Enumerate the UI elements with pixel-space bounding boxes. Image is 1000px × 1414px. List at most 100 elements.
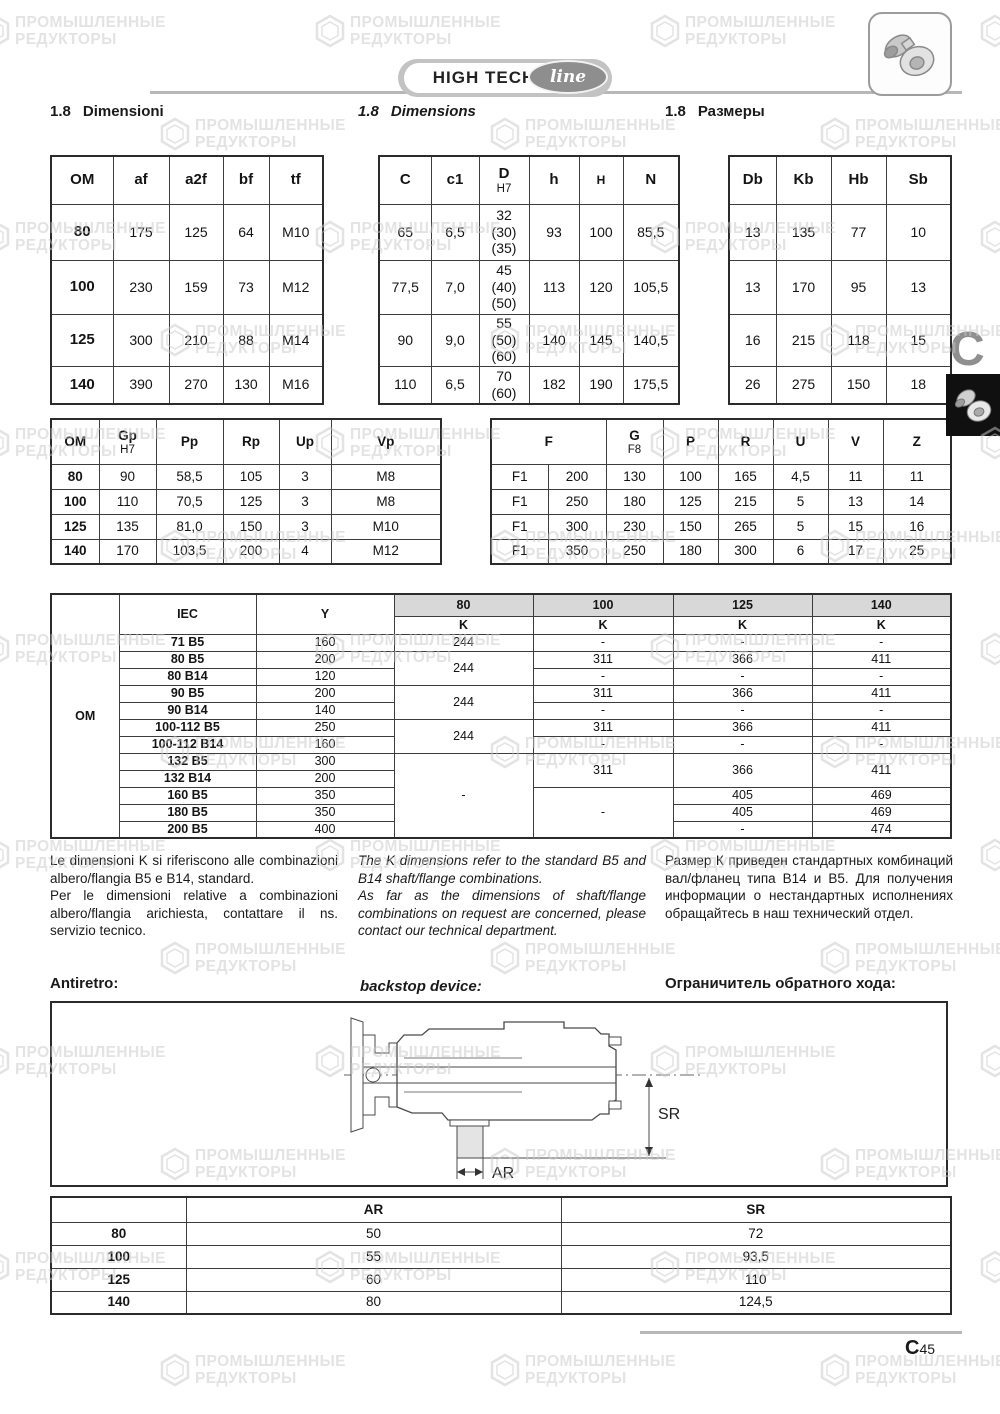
table-cell: Vp: [330, 418, 442, 465]
table-cell: 300: [717, 538, 774, 565]
watermark: ПРОМЫШЛЕННЫЕ РЕДУКТОРЫ: [160, 117, 346, 152]
backstop-label-italian: Antiretro:: [50, 975, 119, 992]
table-cell: 200: [255, 650, 395, 669]
hexagon-logo-icon: [980, 632, 1000, 666]
dim-table2-left: OM Gp H7 Pp Rp Up Vp 80 90 58,5 105 3 M8 100 110 70,5 12…: [50, 418, 442, 565]
table-cell: 300: [255, 752, 395, 771]
table-cell: 125: [50, 313, 114, 367]
hexagon-logo-icon: [160, 117, 190, 151]
title-text: Размеры: [697, 103, 765, 120]
table-cell: 70,5: [155, 488, 224, 515]
watermark: ПРОМЫШЛЕННЫЕ РЕДУКТОРЫ: [980, 220, 1000, 255]
table-cell: 125: [50, 513, 100, 540]
table-cell: OM: [50, 155, 114, 205]
table-cell: 93,5: [560, 1244, 952, 1269]
table-cell: 32 (30) (35): [478, 203, 530, 261]
title-text: Dimensions: [390, 103, 476, 120]
table-cell: 350: [255, 803, 395, 822]
table-cell: 60: [185, 1267, 562, 1292]
table-cell: C: [378, 155, 432, 205]
table-cell: F: [490, 418, 607, 465]
table-cell: 4,5: [772, 463, 829, 490]
table-cell: 411: [811, 650, 952, 669]
table-cell: U: [772, 418, 829, 465]
table-cell: SR: [560, 1196, 952, 1223]
table-cell: 311: [532, 718, 674, 737]
table-cell: 411: [811, 718, 952, 737]
table-cell: 140,5: [622, 313, 680, 367]
note-russian: Размер К приведен стандартных комбинаций…: [665, 853, 953, 921]
table-cell: F1: [490, 488, 549, 515]
table-cell: 469: [811, 786, 952, 805]
table-cell: -: [393, 752, 534, 839]
watermark: ПРОМЫШЛЕННЫЕ РЕДУКТОРЫ: [160, 1353, 346, 1388]
watermark: ПРОМЫШЛЕННЫЕ РЕДУКТОРЫ: [980, 1250, 1000, 1285]
hexagon-logo-icon: [490, 117, 520, 151]
table-cell: af: [112, 155, 170, 205]
table-cell: 13: [728, 259, 777, 315]
table-cell: 118: [830, 313, 887, 367]
table-cell: M8: [330, 488, 442, 515]
table-cell: 6: [772, 538, 829, 565]
table-cell: 230: [605, 513, 664, 540]
table-cell: 10: [885, 203, 952, 261]
backstop-label-russian: Ограничитель обратного хода:: [665, 975, 896, 992]
hexagon-logo-icon: [490, 941, 520, 975]
table-cell: 100: [532, 593, 674, 617]
table-cell: 300: [547, 513, 607, 540]
table-cell: 160: [255, 633, 395, 652]
table-cell: Gp H7: [98, 418, 157, 465]
table-cell: -: [532, 633, 674, 652]
table-cell: 165: [717, 463, 774, 490]
watermark-text: ПРОМЫШЛЕННЫЕ РЕДУКТОРЫ: [195, 1353, 346, 1388]
table-cell: 210: [168, 313, 224, 367]
hexagon-logo-icon: [820, 941, 850, 975]
table-cell: 45 (40) (50): [478, 259, 530, 315]
brand-suffix-label: line: [549, 67, 587, 87]
table-cell: 159: [168, 259, 224, 315]
table-cell: -: [811, 633, 952, 652]
table-cell: 16: [882, 513, 952, 540]
table-cell: K: [811, 615, 952, 635]
table-cell: 113: [528, 259, 580, 315]
table-cell: 105: [222, 463, 280, 490]
title-italian: 1.8 Dimensioni: [50, 103, 164, 120]
table-cell: G F8: [605, 418, 664, 465]
watermark: ПРОМЫШЛЕННЫЕ РЕДУКТОРЫ: [980, 632, 1000, 667]
watermark: ПРОМЫШЛЕННЫЕ РЕДУКТОРЫ: [650, 14, 836, 49]
table-cell: 100-112 B5: [118, 718, 257, 737]
title-text: Dimensioni: [82, 103, 164, 120]
table-cell: 311: [532, 752, 674, 788]
table-cell: 175: [112, 203, 170, 261]
table-cell: -: [532, 735, 674, 754]
table-cell: 11: [827, 463, 884, 490]
table-cell: Up: [278, 418, 332, 465]
page-number: C45: [880, 1337, 960, 1360]
table-cell: 265: [717, 513, 774, 540]
sr-dimension-label: SR: [658, 1106, 680, 1123]
hexagon-logo-icon: [650, 14, 680, 48]
watermark: ПРОМЫШЛЕННЫЕ РЕДУКТОРЫ: [490, 117, 676, 152]
dim-table1-cover: Db Kb Hb Sb 13 135 77 10 13 170 95 13 16 215 118 15 26 27…: [728, 155, 952, 405]
note-italian: Le dimensioni K si riferiscono alle comb…: [50, 853, 338, 939]
watermark-text: ПРОМЫШЛЕННЫЕ РЕДУКТОРЫ: [15, 14, 166, 49]
watermark-text: ПРОМЫШЛЕННЫЕ РЕДУКТОРЫ: [525, 1353, 676, 1388]
table-cell: 70 (60): [478, 365, 530, 405]
table-cell: 100: [662, 463, 719, 490]
table-cell: 405: [672, 803, 813, 822]
watermark-text: ПРОМЫШЛЕННЫЕ РЕДУКТОРЫ: [350, 14, 501, 49]
table-cell: F1: [490, 538, 549, 565]
table-cell: Sb: [885, 155, 952, 205]
table-cell: 411: [811, 752, 952, 788]
table-cell: 350: [255, 786, 395, 805]
table-cell: 135: [98, 513, 157, 540]
table-cell: 100: [578, 203, 624, 261]
table-cell: 244: [393, 633, 534, 652]
hexagon-logo-icon: [980, 14, 1000, 48]
table-cell: 125: [168, 203, 224, 261]
table-cell: 110: [560, 1267, 952, 1292]
table-cell: 26: [728, 365, 777, 405]
table-cell: 100: [50, 488, 100, 515]
table-cell: 474: [811, 820, 952, 839]
